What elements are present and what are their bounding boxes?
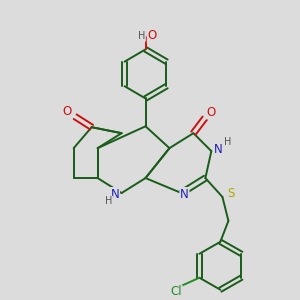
Text: N: N <box>111 188 119 201</box>
Text: Cl: Cl <box>170 285 182 298</box>
Text: H: H <box>224 137 232 147</box>
Text: S: S <box>227 188 235 200</box>
Text: H: H <box>105 196 113 206</box>
Text: N: N <box>180 188 189 201</box>
Text: O: O <box>62 105 71 118</box>
Text: O: O <box>207 106 216 119</box>
Text: N: N <box>214 143 222 156</box>
Text: H: H <box>138 31 145 41</box>
Text: O: O <box>148 29 157 42</box>
